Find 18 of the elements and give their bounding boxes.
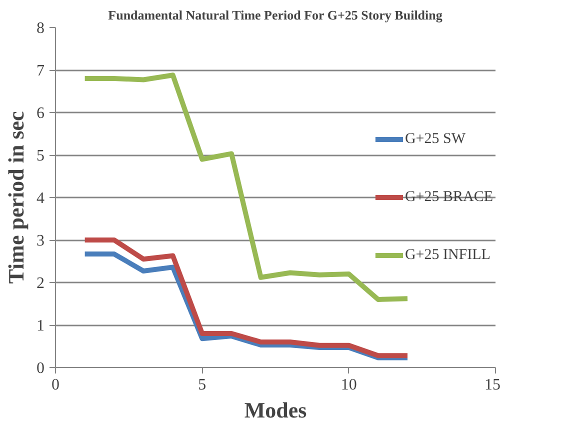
- chart-title: Fundamental Natural Time Period For G+25 Story Building: [108, 8, 443, 22]
- x-tick-label: 0: [52, 376, 60, 394]
- y-tick-label: 0: [36, 360, 44, 377]
- legend-label: G+25 SW: [404, 130, 466, 148]
- x-axis-title: Modes: [244, 398, 308, 422]
- x-tick-label: 10: [340, 376, 357, 394]
- y-tick-label: 8: [36, 20, 44, 37]
- y-tick-label: 7: [36, 62, 44, 80]
- y-tick-label: 2: [36, 275, 44, 292]
- x-tick-label: 5: [198, 376, 206, 394]
- x-tick-label: 15: [484, 376, 500, 394]
- y-tick-label: 5: [36, 148, 44, 164]
- y-tick-label: 4: [36, 190, 44, 207]
- y-tick-label: 6: [36, 105, 44, 122]
- y-tick-label: 3: [36, 232, 44, 250]
- y-tick-label: 1: [36, 318, 44, 334]
- y-axis-title: Time period in sec: [4, 111, 28, 284]
- legend-label: G+25 INFILL: [404, 246, 490, 264]
